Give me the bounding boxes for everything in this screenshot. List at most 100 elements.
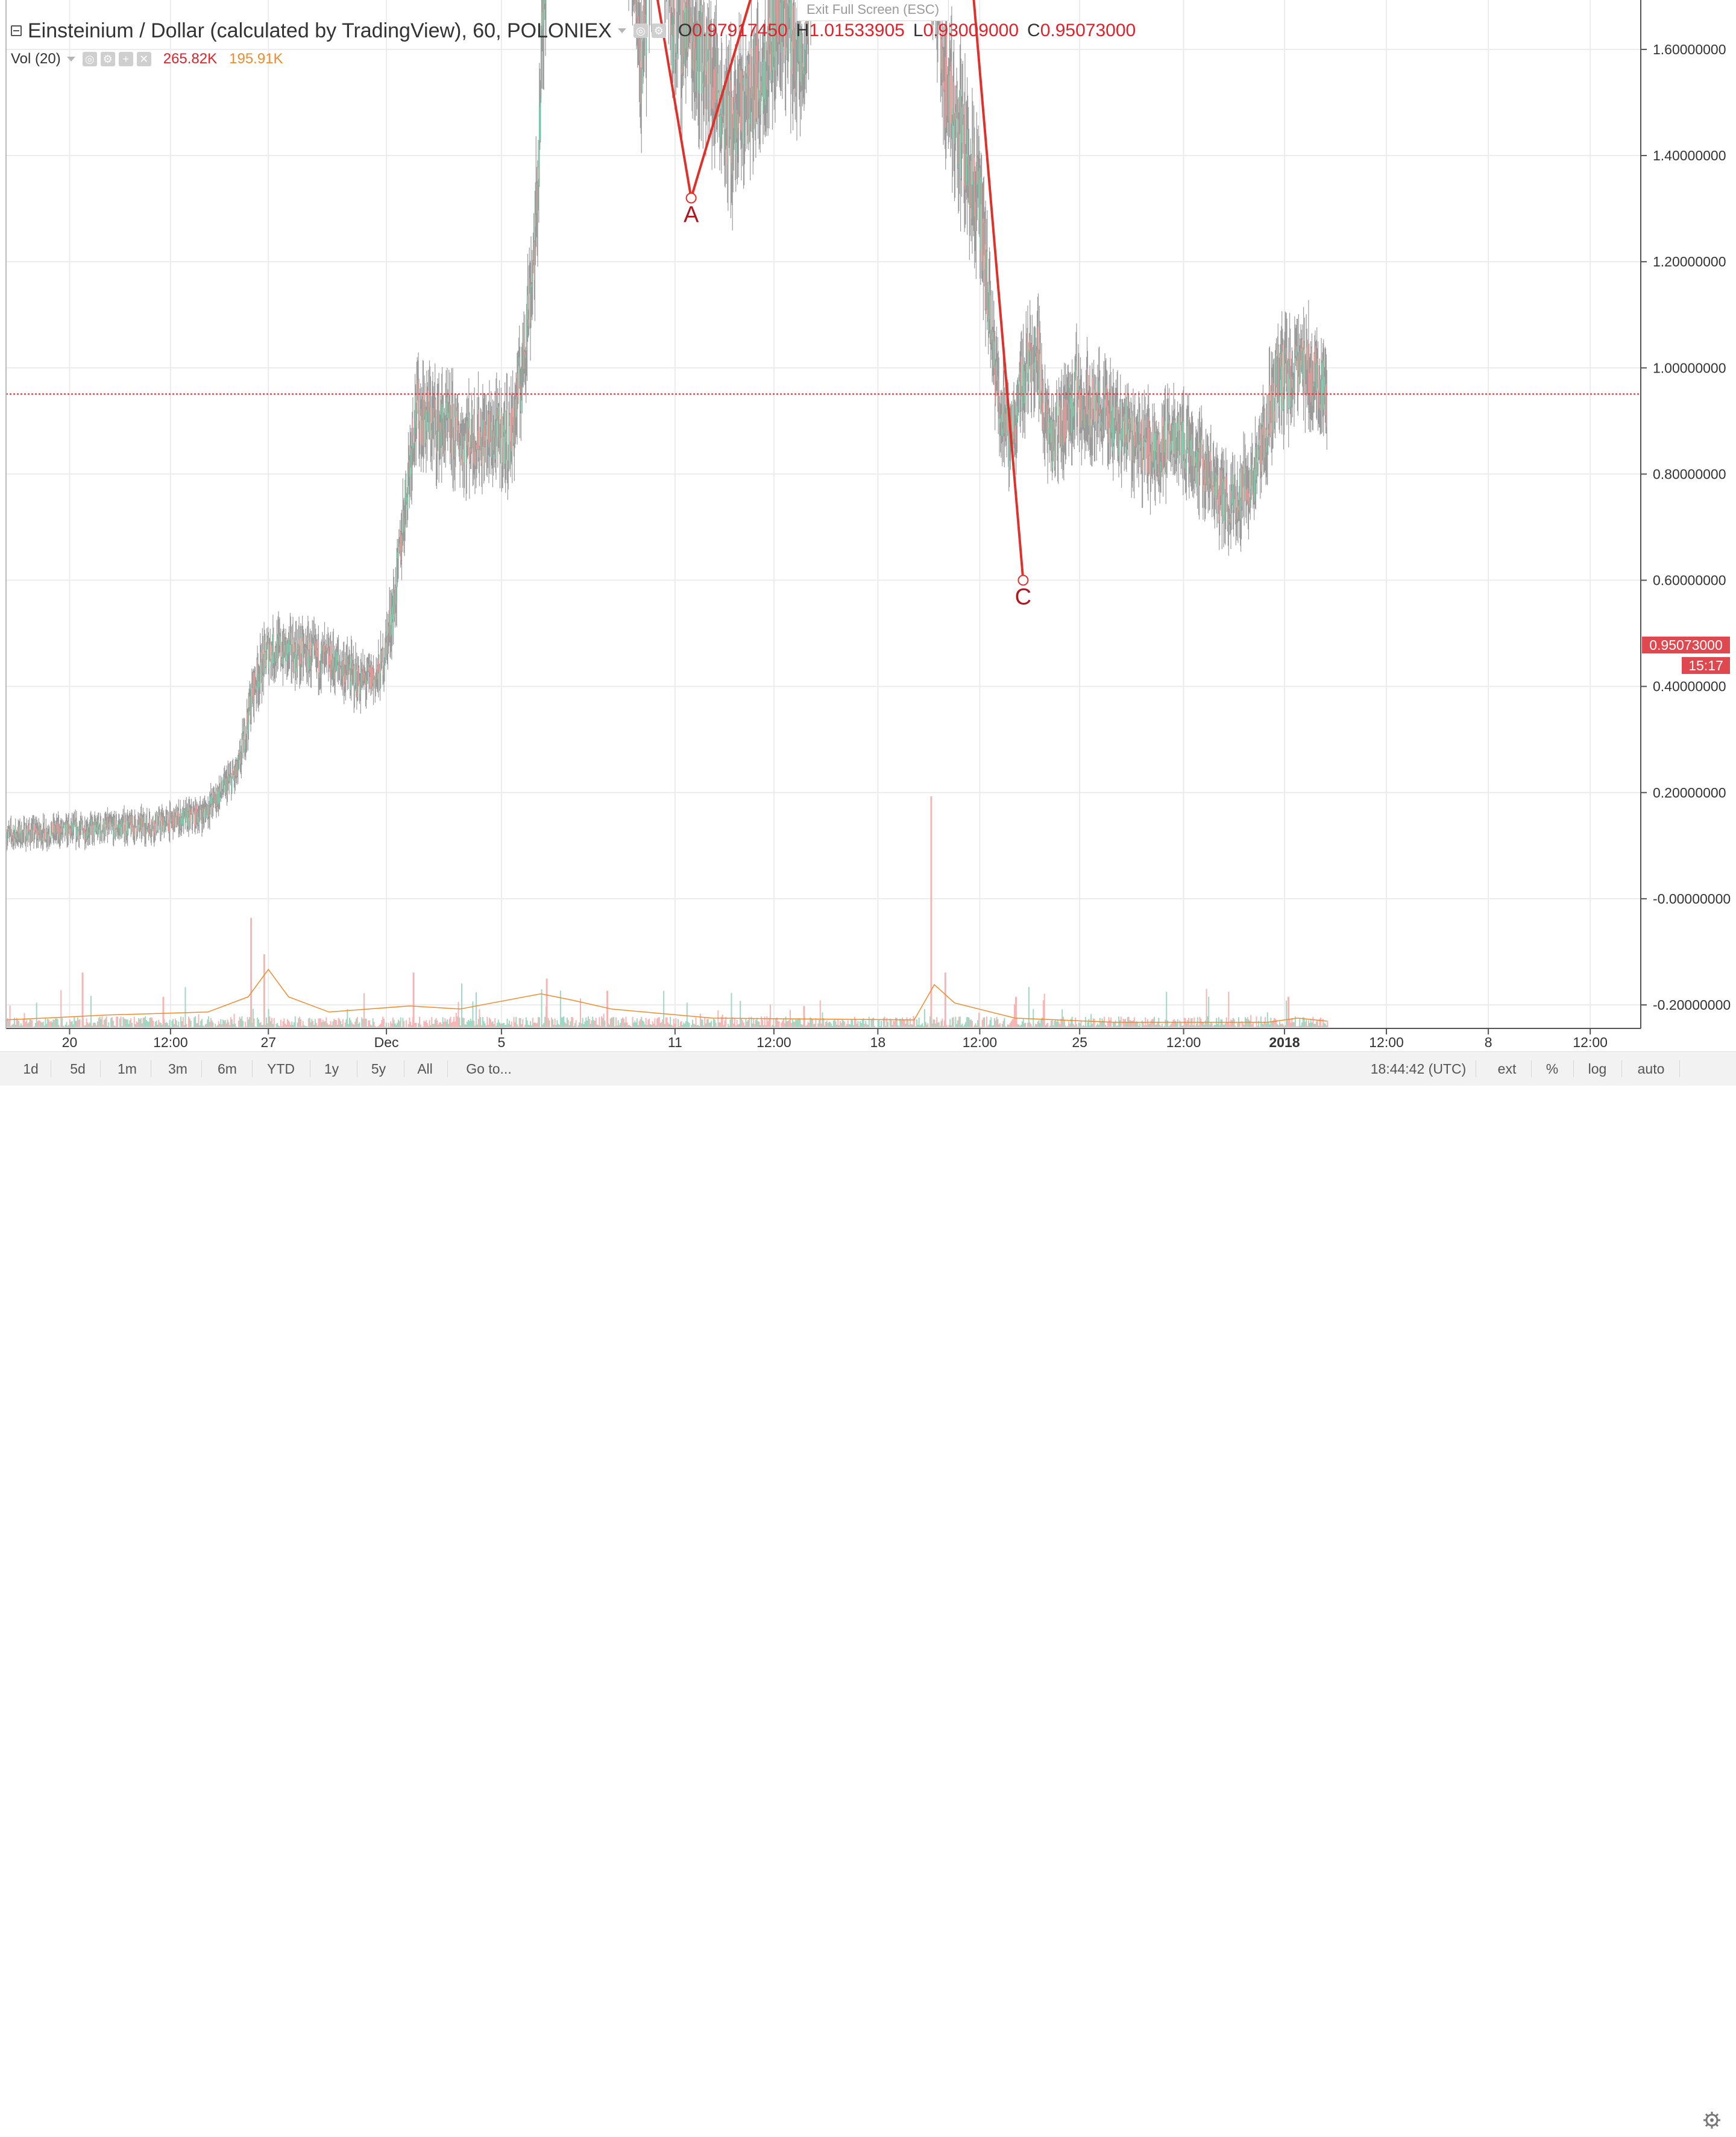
volume-bar (200, 1021, 201, 1027)
volume-bar (854, 1017, 855, 1027)
volume-bar (1246, 1019, 1247, 1027)
volume-bar (664, 1024, 665, 1027)
volume-bar (328, 1025, 329, 1027)
volume-bar (719, 1022, 720, 1027)
volume-bar (10, 1006, 11, 1027)
volume-bar (321, 1022, 322, 1027)
volume-bar (149, 1018, 151, 1027)
volume-bar (390, 1021, 391, 1027)
volume-bar (1113, 1022, 1114, 1027)
volume-bar (990, 1017, 992, 1027)
volume-bar (147, 1021, 148, 1027)
candle-body (464, 438, 465, 462)
candle-body (500, 436, 501, 463)
volume-bar (1200, 1019, 1201, 1027)
volume-bar (844, 1022, 845, 1027)
volume-bar (548, 1018, 549, 1027)
volume-bar (884, 1016, 885, 1027)
volume-bar (1150, 1021, 1151, 1027)
volume-bar (473, 1021, 474, 1027)
volume-bar (219, 1024, 221, 1027)
volume-bar (246, 1026, 247, 1027)
volume-bar (324, 1021, 326, 1027)
volume-bar (1129, 1020, 1130, 1027)
volume-bar (198, 1014, 200, 1027)
volume-bar (208, 1016, 209, 1027)
volume-bar (1267, 1012, 1268, 1027)
volume-bar (687, 1002, 688, 1027)
volume-bar (324, 1022, 325, 1027)
volume-bar (793, 1021, 794, 1027)
volume-bar (330, 1021, 332, 1027)
volume-bar (122, 1026, 123, 1027)
volume-bar (1099, 1018, 1101, 1027)
volume-bar (1168, 1026, 1169, 1027)
volume-bar (357, 1017, 358, 1027)
volume-bar (370, 1025, 371, 1027)
volume-bar (1222, 1024, 1224, 1027)
volume-bar (530, 1021, 531, 1027)
volume-bar (797, 1018, 799, 1027)
candle-body (990, 295, 991, 336)
volume-bar (564, 1022, 565, 1027)
volume-bar (400, 1018, 401, 1027)
volume-bar (1046, 1024, 1047, 1027)
volume-bar (638, 1025, 639, 1027)
volume-bar (995, 1021, 996, 1027)
volume-bar (659, 1017, 660, 1027)
volume-bar (1149, 1024, 1151, 1027)
volume-bar (415, 1023, 416, 1027)
volume-bar (969, 1020, 970, 1027)
volume-bar (982, 1020, 983, 1027)
volume-bar (1312, 1017, 1313, 1027)
volume-bar (1014, 1004, 1015, 1027)
volume-bar (374, 1026, 376, 1027)
volume-spike (413, 972, 415, 1027)
volume-bar (388, 1023, 389, 1027)
volume-bar (555, 1018, 556, 1027)
price-chart[interactable]: ABC 3.200000003.000000002.800000002.6000… (0, 0, 1736, 1051)
volume-bar (1298, 1026, 1299, 1027)
volume-bar (142, 1024, 143, 1027)
volume-bar (933, 1019, 934, 1027)
volume-bar (567, 1018, 568, 1027)
candle-body (508, 423, 509, 451)
volume-bar (942, 1019, 943, 1027)
volume-bar (593, 1020, 594, 1027)
volume-bar (395, 1025, 397, 1027)
volume-pane (6, 796, 1328, 1027)
volume-bar (917, 1025, 919, 1027)
volume-bar (1098, 1025, 1099, 1027)
volume-bar (1282, 1024, 1283, 1027)
volume-bar (599, 1017, 600, 1027)
volume-bar (1007, 1024, 1008, 1027)
volume-bar (756, 1018, 758, 1027)
volume-bar (491, 1022, 492, 1027)
volume-bar (1315, 1024, 1316, 1027)
volume-bar (426, 1020, 427, 1027)
volume-bar (533, 1023, 535, 1027)
volume-bar (1049, 1025, 1051, 1027)
candle-body (338, 655, 339, 663)
volume-bar (174, 1024, 175, 1027)
volume-bar (672, 1026, 673, 1027)
volume-bar (439, 1022, 440, 1027)
volume-bar (453, 1017, 454, 1027)
volume-bar (464, 1018, 465, 1027)
volume-bar (1213, 1025, 1215, 1027)
volume-bar (1073, 1024, 1074, 1027)
volume-bar (106, 1016, 107, 1027)
volume-bar (35, 1023, 36, 1027)
volume-bar (800, 1019, 801, 1027)
volume-bar (137, 1022, 138, 1027)
volume-bar (122, 1017, 124, 1027)
volume-bar (131, 1023, 133, 1027)
candle-body (507, 409, 508, 468)
volume-bar (1076, 1024, 1077, 1027)
volume-bar (332, 1021, 333, 1027)
volume-bar (775, 1018, 776, 1027)
volume-bar (71, 1022, 72, 1027)
candle-body (745, 122, 746, 129)
volume-bar (785, 1016, 787, 1027)
volume-bar (80, 1019, 81, 1027)
